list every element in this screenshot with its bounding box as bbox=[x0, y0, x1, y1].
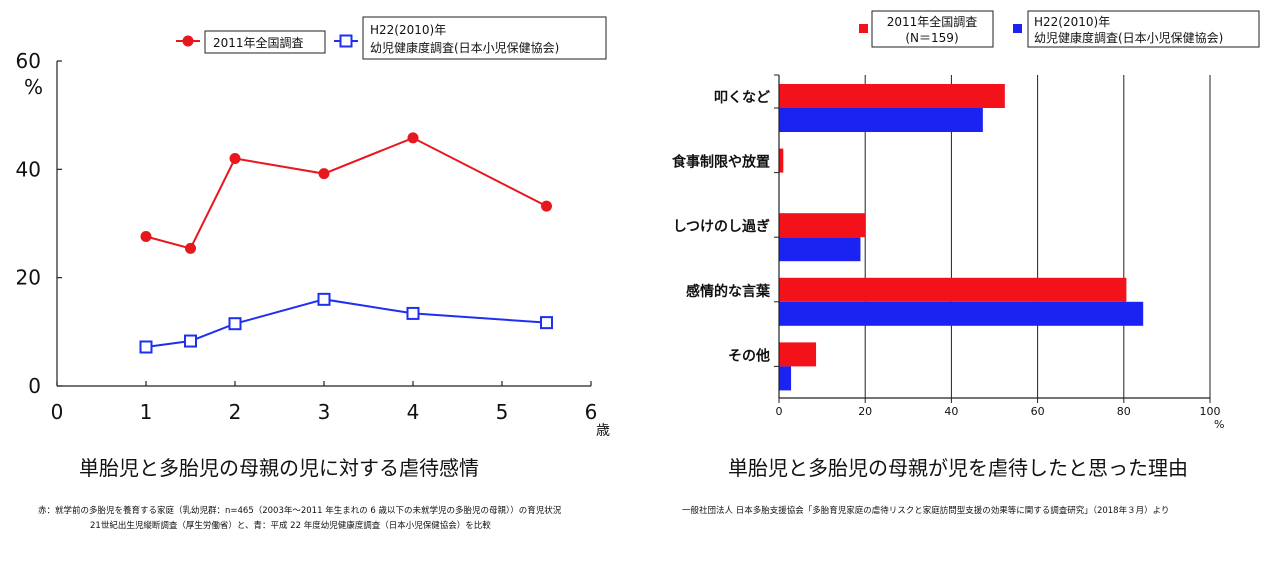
data-point bbox=[406, 306, 420, 320]
bar-chart-bars bbox=[779, 84, 1144, 391]
y-axis-unit-label: % bbox=[24, 75, 43, 99]
line-chart-caption: 単胎児と多胎児の母親の児に対する虐待感情 bbox=[79, 456, 479, 480]
line-chart-axes: 0 20 40 60 0 1 2 3 4 5 6 bbox=[16, 49, 598, 424]
x-tick-label: 0 bbox=[51, 400, 64, 424]
data-point bbox=[140, 231, 152, 242]
legend-label-bar-series-1-line2: (N＝159) bbox=[905, 31, 958, 45]
y-tick-label: 40 bbox=[16, 157, 41, 181]
data-point bbox=[407, 132, 419, 144]
bar-red bbox=[779, 148, 784, 173]
y-tick-label: 60 bbox=[16, 49, 41, 73]
legend-label-bar-series-1-line1: 2011年全国調査 bbox=[887, 14, 978, 29]
line-chart-legend: 2011年全国調査 H22(2010)年 幼児健康度調査(日本小児保健協会) bbox=[176, 16, 607, 60]
category-label: その他 bbox=[728, 347, 770, 364]
source-note-line-2: 21世紀出生児縦断調査（厚生労働省）と、青：平成 22 年度幼児健康度調査（日本… bbox=[90, 521, 491, 531]
x-tick-label: 100 bbox=[1200, 405, 1221, 418]
legend-swatch-red bbox=[859, 24, 868, 33]
bar-blue bbox=[779, 108, 983, 132]
data-point bbox=[541, 200, 552, 212]
bar-red bbox=[779, 277, 1127, 302]
data-point bbox=[139, 340, 153, 354]
data-point bbox=[229, 153, 241, 164]
y-tick-label: 20 bbox=[16, 266, 41, 290]
bar-blue bbox=[779, 237, 861, 262]
legend-label-bar-series-2-line2: 幼児健康度調査(日本小児保健協会) bbox=[1034, 30, 1223, 45]
category-label: 食事制限や放置 bbox=[672, 154, 770, 171]
category-label: しつけのし過ぎ bbox=[673, 218, 770, 235]
x-axis-unit-label: % bbox=[1214, 418, 1224, 431]
legend-box-1 bbox=[204, 30, 326, 54]
x-tick-label: 3 bbox=[318, 400, 331, 424]
line-chart: 2011年全国調査 H22(2010)年 幼児健康度調査(日本小児保健協会) %… bbox=[16, 16, 610, 439]
legend-box-4 bbox=[1027, 10, 1260, 48]
line-chart-series bbox=[139, 132, 553, 354]
x-tick-label: 20 bbox=[858, 405, 872, 418]
x-tick-label: 2 bbox=[229, 400, 242, 424]
data-point bbox=[318, 168, 330, 180]
series-line-2 bbox=[145, 298, 547, 348]
legend-marker-circle bbox=[182, 35, 194, 47]
category-label: 叩くなど bbox=[714, 90, 770, 106]
x-tick-label: 60 bbox=[1031, 405, 1045, 418]
bar-red bbox=[779, 84, 1005, 108]
bar-blue bbox=[779, 301, 1144, 326]
x-tick-label: 6 bbox=[585, 400, 598, 424]
category-label: 感情的な言葉 bbox=[686, 283, 771, 300]
legend-label-series-2-line2: 幼児健康度調査(日本小児保健協会) bbox=[370, 40, 559, 55]
bar-chart: 2011年全国調査 (N＝159) H22(2010)年 幼児健康度調査(日本小… bbox=[672, 10, 1260, 431]
x-tick-label: 40 bbox=[944, 405, 958, 418]
legend-box-3 bbox=[871, 10, 994, 48]
x-tick-label: 5 bbox=[496, 400, 509, 424]
bar-chart-legend: 2011年全国調査 (N＝159) H22(2010)年 幼児健康度調査(日本小… bbox=[859, 10, 1260, 48]
x-axis-unit-label: 歳 bbox=[596, 423, 610, 439]
y-tick-label: 0 bbox=[28, 374, 41, 398]
data-point bbox=[184, 334, 197, 348]
x-tick-label: 4 bbox=[407, 400, 420, 424]
legend-marker-square bbox=[339, 34, 353, 48]
legend-label-series-2-line1: H22(2010)年 bbox=[370, 23, 446, 37]
bar-red bbox=[779, 213, 866, 238]
series-line-1 bbox=[145, 136, 547, 250]
legend-swatch-blue bbox=[1013, 24, 1022, 33]
legend-label-series-1: 2011年全国調査 bbox=[213, 35, 304, 50]
source-note-right: 一般社団法人 日本多胎支援協会「多胎育児家庭の虐待リスクと家庭訪問型支援の効果等… bbox=[682, 506, 1170, 516]
bar-blue bbox=[779, 366, 792, 391]
x-tick-label: 0 bbox=[776, 405, 783, 418]
data-point bbox=[317, 292, 331, 306]
legend-label-bar-series-2-line1: H22(2010)年 bbox=[1034, 15, 1110, 29]
x-tick-label: 80 bbox=[1117, 405, 1131, 418]
source-note-line-1: 赤：就学前の多胎児を養育する家庭（乳幼児群：n=465（2003年〜2011 年… bbox=[38, 506, 562, 516]
bar-chart-caption: 単胎児と多胎児の母親が児を虐待したと思った理由 bbox=[728, 456, 1188, 480]
data-point bbox=[228, 317, 242, 331]
x-tick-label: 1 bbox=[140, 400, 153, 424]
data-point bbox=[185, 242, 196, 254]
bar-red bbox=[779, 342, 817, 367]
data-point bbox=[540, 316, 553, 330]
legend-box-2 bbox=[362, 16, 607, 60]
